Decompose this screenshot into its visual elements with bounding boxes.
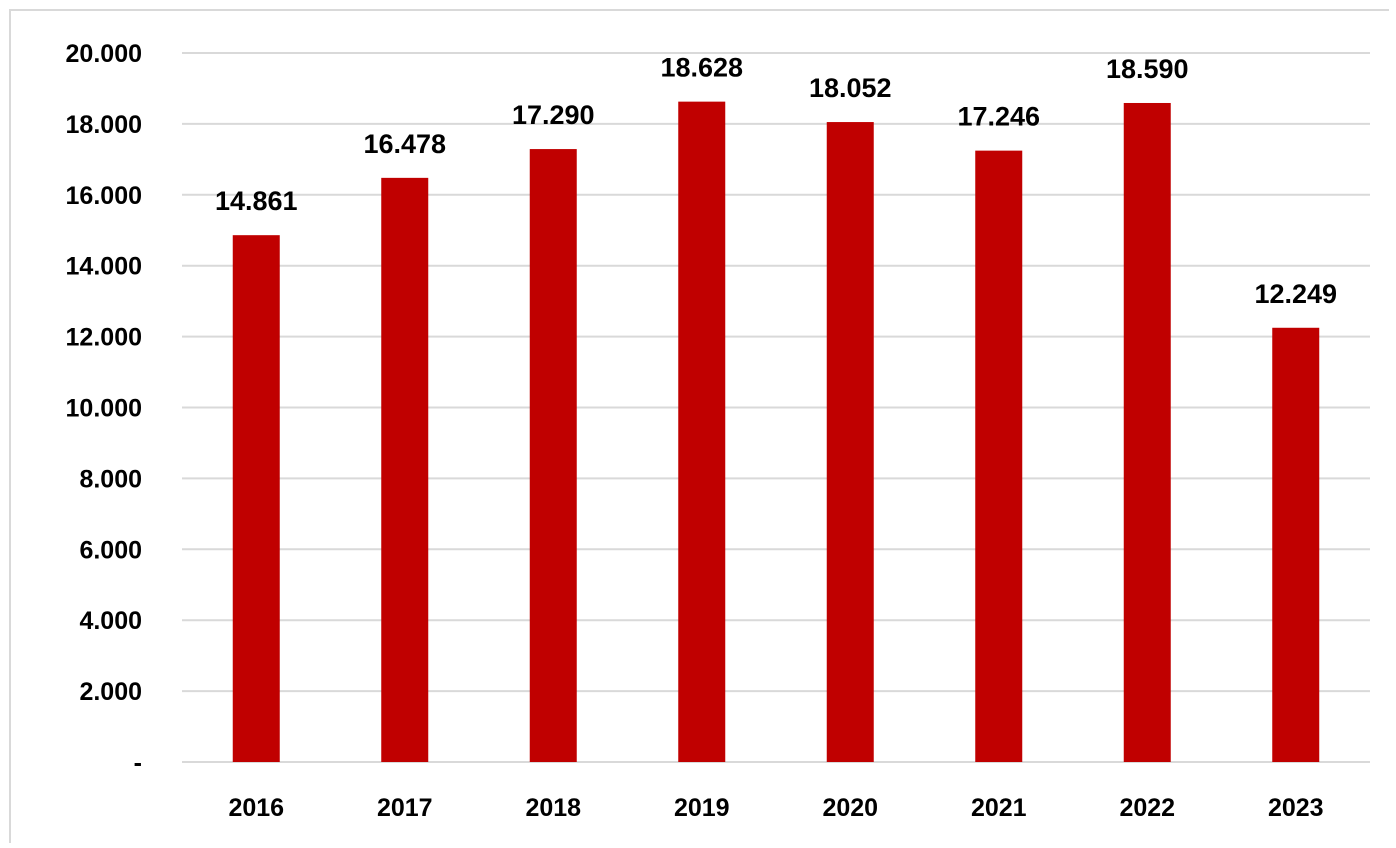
x-tick-label: 2017 <box>377 794 433 822</box>
x-tick-label: 2023 <box>1268 794 1324 822</box>
y-tick-label: - <box>134 749 142 777</box>
bar <box>529 149 577 762</box>
y-tick-label: 8.000 <box>79 465 142 493</box>
data-label: 17.246 <box>957 102 1040 132</box>
x-tick-label: 2018 <box>525 794 581 822</box>
y-tick-label: 6.000 <box>79 536 142 564</box>
bar <box>678 101 726 763</box>
bar <box>381 177 429 762</box>
data-label: 18.590 <box>1106 54 1189 84</box>
bar <box>826 122 874 763</box>
y-tick-label: 18.000 <box>66 111 142 139</box>
data-label: 16.478 <box>363 129 446 159</box>
bar <box>975 150 1023 763</box>
data-label: 12.249 <box>1254 279 1337 309</box>
x-tick-label: 2019 <box>674 794 730 822</box>
data-label: 18.052 <box>809 73 892 103</box>
x-tick-label: 2020 <box>822 794 878 822</box>
bar <box>1272 327 1320 762</box>
data-label: 14.861 <box>215 186 298 216</box>
data-label: 18.628 <box>660 53 743 83</box>
bar <box>1123 102 1171 762</box>
y-tick-label: 4.000 <box>79 607 142 635</box>
bar <box>232 235 280 762</box>
x-tick-label: 2016 <box>228 794 284 822</box>
y-tick-label: 20.000 <box>66 40 142 68</box>
gridlines <box>182 52 1370 763</box>
y-tick-label: 16.000 <box>66 182 142 210</box>
x-tick-label: 2022 <box>1119 794 1175 822</box>
y-tick-label: 14.000 <box>66 253 142 281</box>
y-tick-label: 12.000 <box>66 324 142 352</box>
x-tick-label: 2021 <box>971 794 1027 822</box>
y-tick-label: 2.000 <box>79 678 142 706</box>
labels: - 2.000 4.000 6.000 8.000 10.000 12.000 14.000 1… <box>66 40 1338 822</box>
y-tick-label: 10.000 <box>66 395 142 423</box>
bars <box>232 101 1320 763</box>
data-label: 17.290 <box>512 100 595 130</box>
